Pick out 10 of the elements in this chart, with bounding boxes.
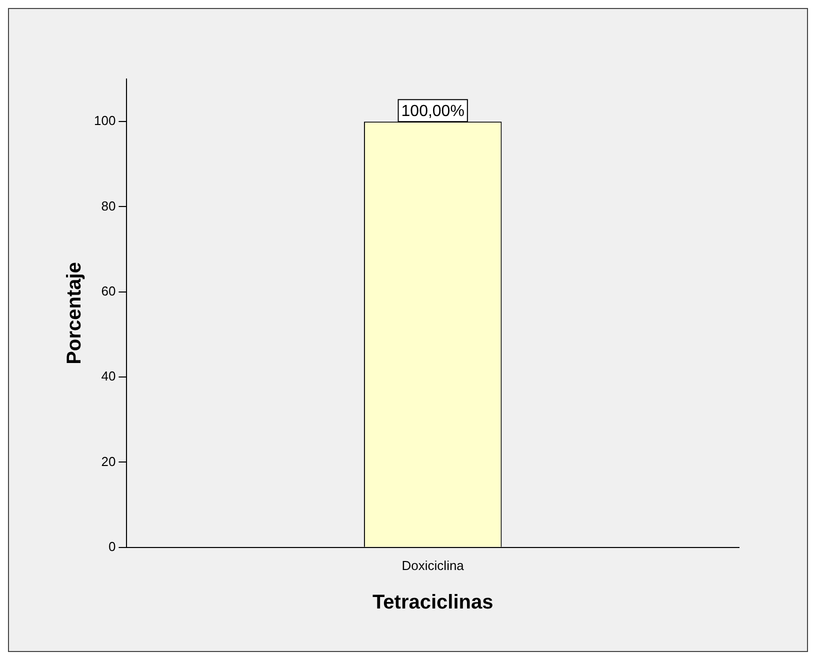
y-tick-label: 60 <box>101 283 116 298</box>
y-axis-title: Porcentaje <box>64 262 86 364</box>
y-tick-label: 20 <box>101 454 116 469</box>
y-tick-label: 0 <box>108 538 116 554</box>
x-axis-title: Tetraciclinas <box>372 592 494 614</box>
data-label: 100,00% <box>401 102 464 120</box>
y-tick-label: 100 <box>94 113 116 128</box>
y-tick-label: 40 <box>101 368 116 384</box>
x-tick-label: Doxiciclina <box>402 558 465 573</box>
y-tick-label: 80 <box>101 198 116 214</box>
